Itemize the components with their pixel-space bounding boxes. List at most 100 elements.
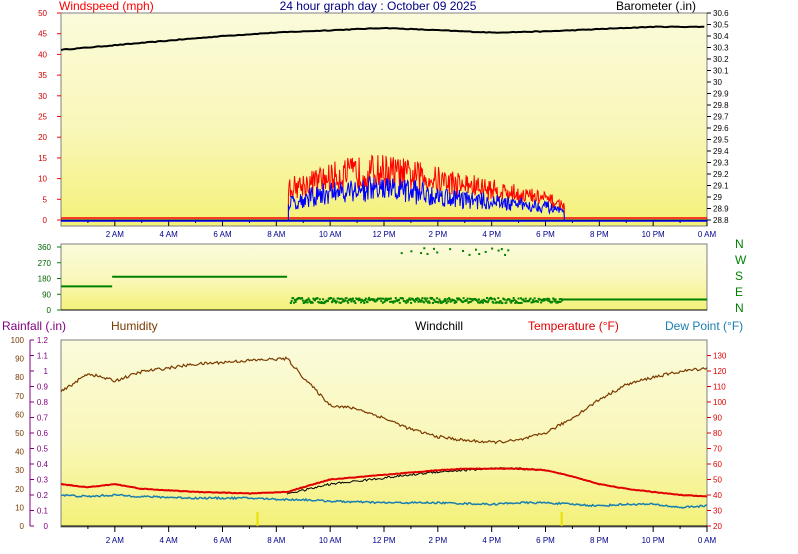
direction-point [396,300,399,303]
direction-point [368,296,371,299]
direction-point [462,297,465,300]
direction-point [290,300,293,303]
rain-y-tick-label: 0.4 [37,460,49,469]
direction-point [504,253,507,256]
direction-point [513,298,516,301]
direction-point [447,300,450,303]
rain-y-tick-label: 0 [44,522,49,531]
direction-point [321,302,324,305]
direction-point [381,301,384,304]
wind-y-tick-label: 20 [38,133,47,142]
direction-point [342,298,345,301]
direction-point [558,298,561,301]
direction-point [433,299,436,302]
direction-point [423,301,426,304]
temp-y-tick-label: 20 [713,522,722,531]
baro-y-tick-label: 29.6 [713,124,729,133]
direction-point [450,299,453,302]
direction-point [516,301,519,304]
direction-point [411,297,414,300]
direction-point [409,298,412,301]
direction-point [316,297,319,300]
direction-point [350,300,353,303]
temp-x-tick-label: 12 PM [372,536,395,545]
direction-point [435,297,438,300]
direction-point [547,299,550,302]
direction-point [376,299,379,302]
direction-point [503,298,506,301]
direction-point [413,299,416,302]
dewpoint-label: Dew Point (°F) [665,319,743,333]
direction-point [338,301,341,304]
direction-point [523,300,526,303]
direction-point [308,299,311,302]
direction-point [529,297,532,300]
direction-point [560,298,563,301]
baro-y-tick-label: 29.8 [713,101,729,110]
compass-label-east: E [735,285,743,299]
direction-point [438,298,441,301]
direction-point [444,300,447,303]
direction-point [339,297,342,300]
direction-point [436,251,439,254]
direction-point [475,298,478,301]
direction-point [304,299,307,302]
direction-point [398,301,401,304]
direction-point [379,297,382,300]
rain-y-tick-label: 0.2 [37,491,49,500]
direction-point [532,300,535,303]
direction-point [397,298,400,301]
humidity-y-tick-label: 10 [15,503,24,512]
windspeed-label: Windspeed (mph) [59,0,154,13]
direction-point [384,299,387,302]
baro-y-tick-label: 29.5 [713,136,729,145]
direction-point [382,297,385,300]
direction-point [486,301,489,304]
direction-point [520,301,523,304]
wind-y-tick-label: 35 [38,71,47,80]
rain-y-tick-label: 0.1 [37,507,49,516]
direction-point [557,300,560,303]
direction-point [548,298,551,301]
direction-point [470,298,473,301]
direction-point [517,297,520,300]
direction-point [519,297,522,300]
dewpoint-line [60,493,707,509]
direction-point [559,300,562,303]
direction-point [514,301,517,304]
direction-point [314,299,317,302]
temp-y-tick-label: 50 [713,476,722,485]
direction-point [482,298,485,301]
direction-point [554,298,557,301]
humidity-y-tick-label: 30 [15,466,24,475]
direction-point [553,300,556,303]
direction-point [371,298,374,301]
direction-point [339,301,342,304]
direction-point [419,300,422,303]
compass-label-north-top: N [735,237,744,251]
direction-point [294,300,297,303]
direction-point [303,301,306,304]
direction-point [561,299,564,302]
direction-point [366,301,369,304]
direction-point [417,300,420,303]
direction-point [349,297,352,300]
direction-point [509,300,512,303]
direction-point [293,298,296,301]
baro-y-tick-label: 30.6 [713,9,729,18]
rain-y-tick-label: 0.8 [37,398,49,407]
direction-point [505,301,508,304]
rain-y-tick-label: 1.1 [37,352,49,361]
direction-point [491,247,494,250]
direction-point [410,301,413,304]
baro-y-tick-label: 30.5 [713,21,729,30]
direction-point [486,296,489,299]
direction-point [546,297,549,300]
direction-point [394,297,397,300]
wind-x-tick-label: 8 AM [267,230,286,239]
direction-point [510,301,513,304]
temp-y-tick-label: 100 [713,398,727,407]
direction-point [476,300,479,303]
direction-point [388,298,391,301]
direction-point [301,299,304,302]
